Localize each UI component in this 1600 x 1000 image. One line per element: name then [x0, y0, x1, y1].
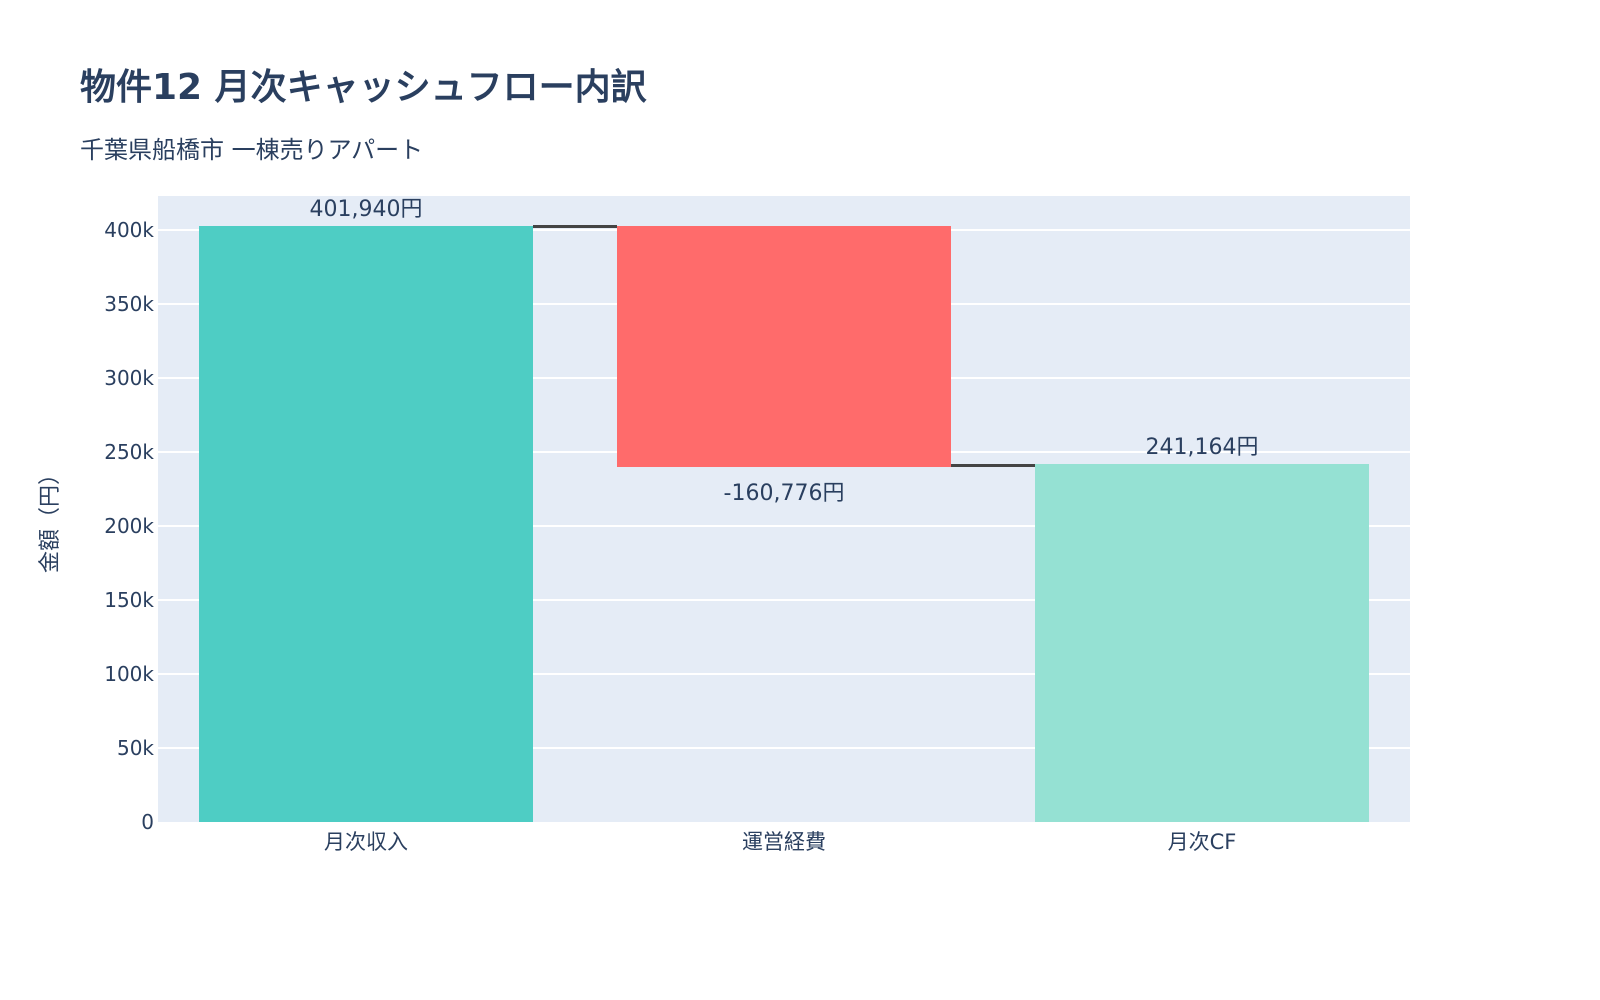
- xtick-operating-expense: 運営経費: [742, 830, 826, 854]
- value-label-operating-expense: -160,776円: [723, 481, 845, 506]
- ytick-0: 0: [141, 810, 154, 834]
- bar-monthly-income[interactable]: [199, 226, 533, 822]
- connector-line-2: [951, 464, 1035, 467]
- ytick-250k: 250k: [104, 440, 154, 464]
- y-axis-title: 金額（円）: [38, 462, 63, 574]
- plot-area: [158, 196, 1410, 822]
- ytick-300k: 300k: [104, 366, 154, 390]
- gridline-100k: [158, 673, 1410, 675]
- gridline-50k: [158, 747, 1410, 749]
- value-label-monthly-income: 401,940円: [309, 197, 423, 222]
- ytick-50k: 50k: [116, 736, 154, 760]
- bar-monthly-cf[interactable]: [1035, 464, 1369, 822]
- xtick-monthly-income: 月次収入: [324, 830, 408, 854]
- connector-line-1: [533, 225, 617, 228]
- bar-operating-expense[interactable]: [617, 226, 951, 467]
- ytick-400k: 400k: [104, 218, 154, 242]
- xtick-monthly-cf: 月次CF: [1167, 830, 1237, 854]
- gridline-200k: [158, 525, 1410, 527]
- chart-subtitle: 千葉県船橋市 一棟売りアパート: [80, 136, 424, 164]
- gridline-150k: [158, 599, 1410, 601]
- chart-title: 物件12 月次キャッシュフロー内訳: [80, 67, 647, 108]
- ytick-100k: 100k: [104, 662, 154, 686]
- ytick-150k: 150k: [104, 588, 154, 612]
- ytick-350k: 350k: [104, 292, 154, 316]
- value-label-monthly-cf: 241,164円: [1145, 435, 1259, 460]
- ytick-200k: 200k: [104, 514, 154, 538]
